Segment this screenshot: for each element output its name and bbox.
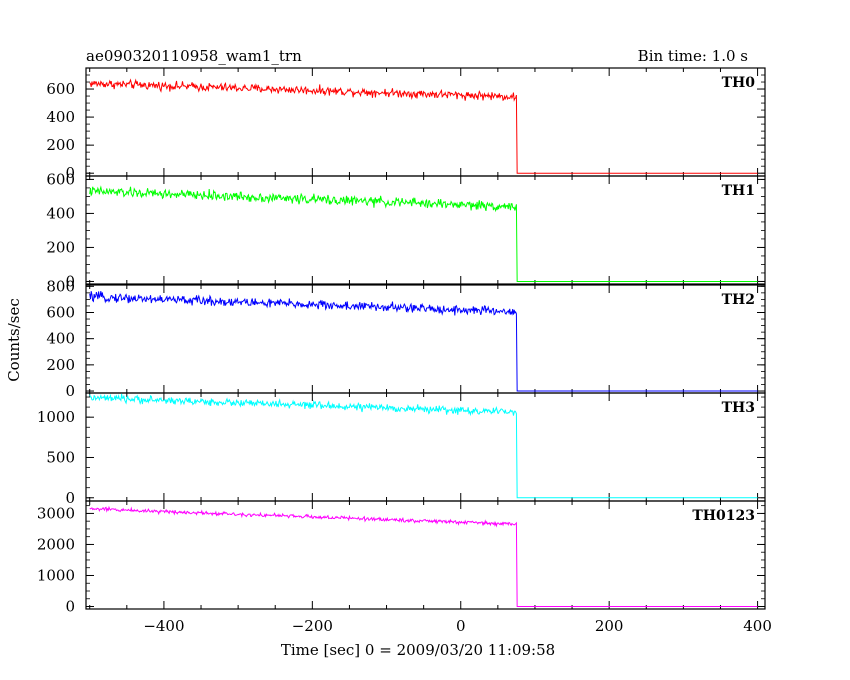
y-tick-label: 600 xyxy=(46,170,75,188)
series-line-th2 xyxy=(89,291,758,392)
y-tick-label: 600 xyxy=(46,303,75,321)
y-tick-label: 0 xyxy=(65,489,75,507)
panel-frame xyxy=(85,175,766,285)
x-tick-label: 200 xyxy=(595,617,624,635)
panel-label: TH2 xyxy=(722,292,755,308)
panel-frame xyxy=(85,500,766,610)
y-tick-label: 0 xyxy=(65,598,75,616)
y-tick-label: 600 xyxy=(46,80,75,98)
y-tick-label: 1000 xyxy=(37,408,75,426)
x-tick-label: 0 xyxy=(456,617,466,635)
y-tick-label: 2000 xyxy=(37,535,75,553)
y-tick-label: 200 xyxy=(46,356,75,374)
panel-frame xyxy=(85,392,766,502)
x-tick-label: −200 xyxy=(292,617,333,635)
panel-frame xyxy=(85,67,766,177)
y-tick-label: 400 xyxy=(46,108,75,126)
panel-label: TH3 xyxy=(722,400,755,416)
y-tick-label: 200 xyxy=(46,136,75,154)
series-line-th1 xyxy=(89,185,758,282)
panel-label: TH0 xyxy=(722,75,756,91)
panel-th2: TH2 0 200 400 600 800 xyxy=(46,277,766,400)
panel-th3: TH3 0 500 1000 xyxy=(37,392,766,507)
y-tick-label: 0 xyxy=(65,382,75,400)
panel-th0: TH0 0 200 400 600 xyxy=(46,67,766,182)
x-axis-label: Time [sec] 0 = 2009/03/20 11:09:58 xyxy=(281,641,555,659)
panels: TH0 0 200 400 600 TH1 0 200 400 600 TH2 0 200 400 600 8… xyxy=(37,67,772,635)
y-tick-label: 800 xyxy=(46,277,75,295)
y-tick-label: 1000 xyxy=(37,566,75,584)
x-tick-label: 400 xyxy=(743,617,772,635)
y-tick-label: 400 xyxy=(46,330,75,348)
panel-label: TH1 xyxy=(722,183,755,199)
x-tick-label: −400 xyxy=(143,617,184,635)
y-tick-label: 500 xyxy=(46,448,75,466)
panel-th1: TH1 0 200 400 600 xyxy=(46,170,766,290)
y-tick-label: 3000 xyxy=(37,504,75,522)
y-tick-label: 0 xyxy=(65,272,75,290)
y-axis-label: Counts/sec xyxy=(5,298,23,382)
chart-subtitle: Bin time: 1.0 s xyxy=(638,47,748,65)
panel-th0123: TH0123 0 1000 2000 3000 −400 −200 0 200 400 xyxy=(37,500,772,635)
series-line-th3 xyxy=(89,393,758,499)
y-tick-label: 200 xyxy=(46,238,75,256)
y-tick-label: 400 xyxy=(46,204,75,222)
y-tick-label: 0 xyxy=(65,164,75,182)
panel-label: TH0123 xyxy=(692,508,755,524)
chart-title: ae090320110958_wam1_trn xyxy=(86,47,302,65)
series-line-th0 xyxy=(89,78,758,174)
series-line-th0123 xyxy=(89,505,758,608)
